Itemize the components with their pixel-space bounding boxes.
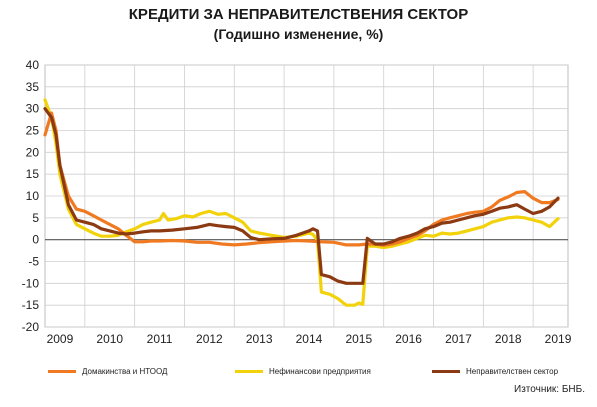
legend-swatch-nonfinancial — [235, 369, 263, 373]
x-tick-label: 2015 — [345, 332, 372, 346]
legend-swatch-households — [48, 369, 76, 373]
y-tick-label: -20 — [22, 320, 40, 334]
y-tick-label: 30 — [26, 102, 40, 116]
x-tick-label: 2014 — [296, 332, 323, 346]
x-tick-label: 2009 — [47, 332, 74, 346]
y-tick-label: 5 — [32, 211, 39, 225]
y-tick-label: 40 — [26, 58, 40, 72]
x-tick-label: 2012 — [196, 332, 223, 346]
y-tick-label: 10 — [26, 189, 40, 203]
legend-label-households: Домакинства и НТООД — [82, 366, 168, 376]
y-tick-label: 20 — [26, 145, 40, 159]
legend-households: Домакинства и НТООД — [48, 364, 167, 378]
y-tick-label: -5 — [28, 255, 39, 269]
x-tick-label: 2010 — [96, 332, 123, 346]
y-tick-label: -10 — [22, 276, 40, 290]
y-tick-label: 35 — [26, 80, 40, 94]
legend-nonfinancial: Нефинансови предприятия — [235, 364, 371, 378]
y-tick-label: 25 — [26, 124, 40, 138]
y-tick-label: 15 — [26, 167, 40, 181]
series-line-households — [43, 111, 560, 247]
x-tick-label: 2019 — [545, 332, 572, 346]
x-tick-label: 2016 — [395, 332, 422, 346]
chart-subtitle: (Годишно изменение, %) — [213, 26, 384, 42]
x-tick-label: 2013 — [246, 332, 273, 346]
y-tick-label: 0 — [32, 233, 39, 247]
legend-label-nonfinancial: Нефинансови предприятия — [269, 366, 371, 376]
x-tick-label: 2018 — [495, 332, 522, 346]
legend-swatch-total — [432, 369, 460, 373]
legend-total: Неправителствен сектор — [432, 364, 558, 378]
x-tick-label: 2017 — [445, 332, 472, 346]
legend-label-total: Неправителствен сектор — [466, 366, 559, 376]
source-note: Източник: БНБ. — [514, 384, 585, 395]
y-tick-label: -15 — [22, 298, 40, 312]
chart-title: КРЕДИТИ ЗА НЕПРАВИТЕЛСТВЕНИЯ СЕКТОР — [128, 6, 469, 23]
series-line-total — [43, 107, 560, 285]
x-tick-label: 2011 — [147, 332, 173, 346]
